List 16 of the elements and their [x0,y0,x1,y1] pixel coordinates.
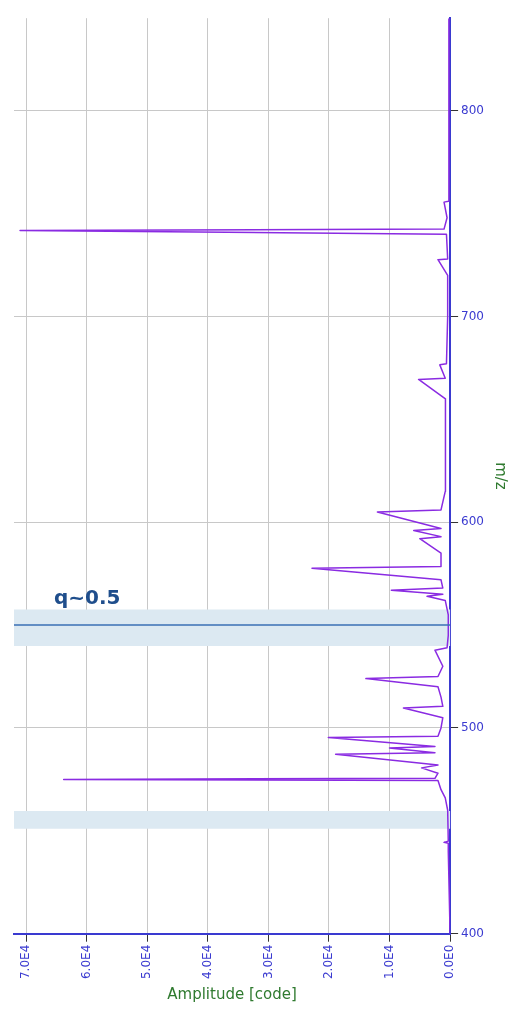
x-axis-title: Amplitude [code] [167,984,297,1003]
x-tick-label: 7.0E4 [18,944,33,980]
y-tick-label: 400 [461,925,484,940]
y-tick-label: 800 [461,102,484,117]
y-tick-label: 700 [461,308,484,323]
x-tick-label: 4.0E4 [199,944,214,980]
x-tick-label: 6.0E4 [78,944,93,980]
y-tick-label: 600 [461,514,484,529]
x-tick-label: 1.0E4 [381,944,396,980]
x-tick-label: 3.0E4 [260,944,275,980]
ref-line-label: q~0.5 [54,585,121,610]
x-tick-label: 5.0E4 [139,944,154,980]
x-tick-label: 0.0E0 [442,944,457,980]
x-tick-label: 2.0E4 [321,944,336,980]
y-tick-label: 500 [461,720,484,735]
y-axis-title: m/z [492,462,511,490]
